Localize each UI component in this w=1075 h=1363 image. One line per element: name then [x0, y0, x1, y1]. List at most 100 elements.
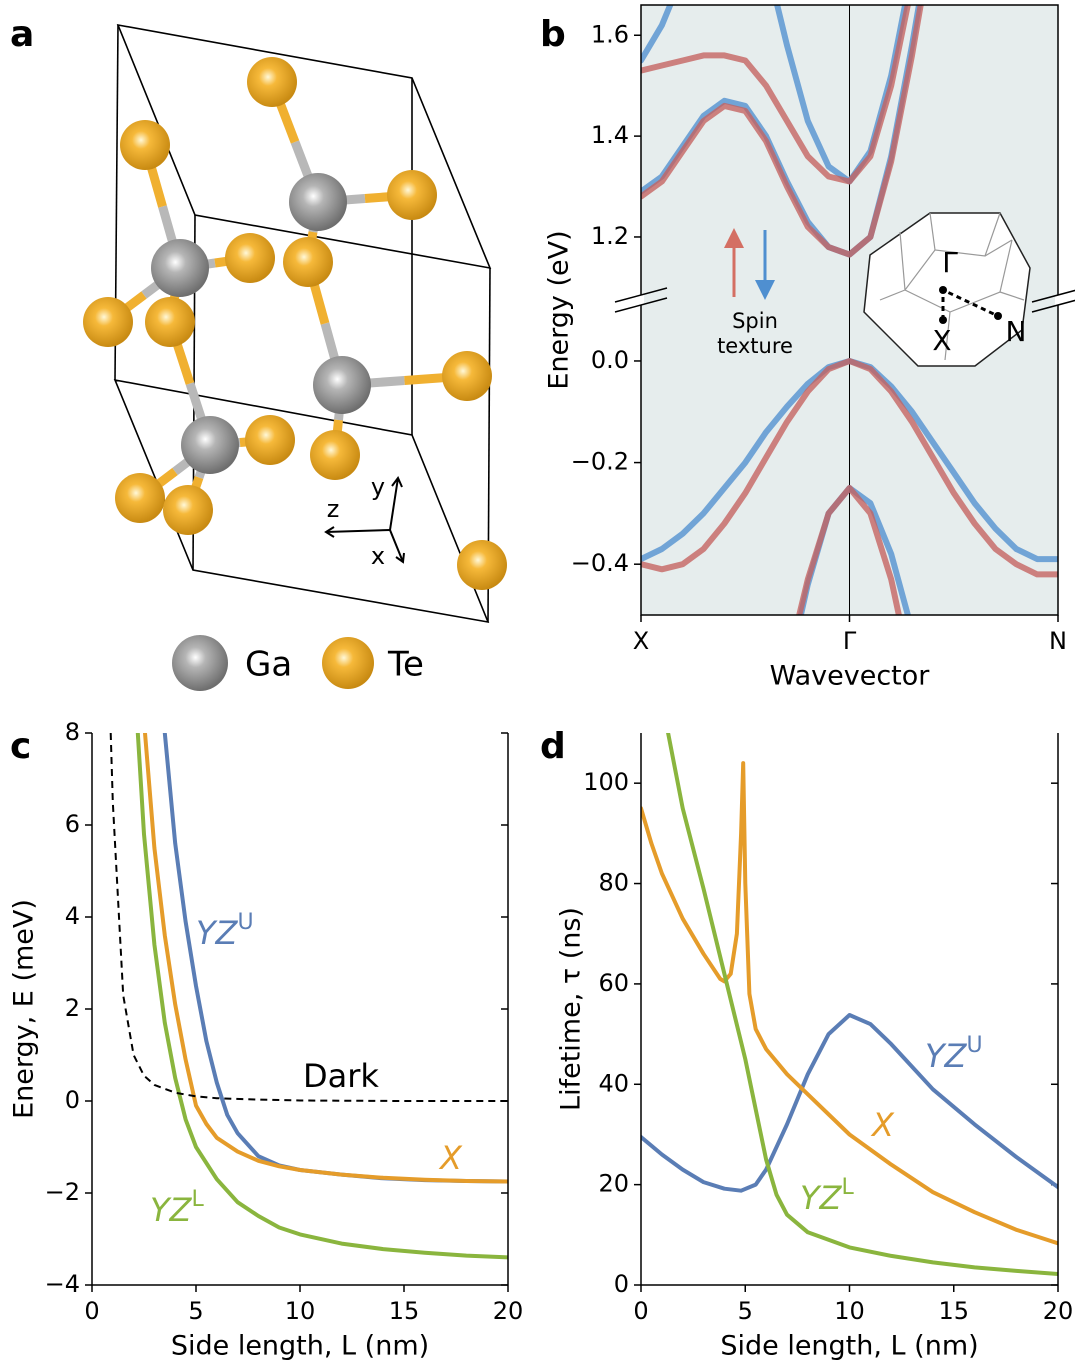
te-atom — [145, 297, 195, 347]
y-tick-label: 1.4 — [591, 121, 629, 149]
te-atom — [442, 351, 492, 401]
y-axis-label: Lifetime, τ (ns) — [556, 907, 587, 1111]
x-tick-label: 0 — [84, 1297, 99, 1325]
te-atom — [457, 540, 507, 590]
series-line — [165, 733, 508, 1182]
series-name: X — [438, 1139, 463, 1177]
ga-atom — [289, 173, 347, 231]
series-name: YZ — [150, 1191, 193, 1229]
legend-label: Ga — [245, 645, 292, 685]
y-tick-label: 60 — [598, 969, 629, 997]
te-atom — [115, 473, 165, 523]
te-atom — [245, 415, 295, 465]
series-label: YZU — [196, 910, 254, 952]
y-tick-label: 2 — [65, 994, 80, 1022]
chart-panel: d Side length, L (nm) Lifetime, τ (ns) 0 5 10… — [540, 726, 1073, 1362]
series-label: X — [438, 1139, 463, 1177]
x-tick-label: 15 — [938, 1297, 969, 1325]
series-label: YZL — [800, 1175, 854, 1217]
te-atom — [163, 485, 213, 535]
annotation: texture — [717, 334, 793, 358]
x-axis-label: Side length, L (nm) — [720, 1331, 978, 1362]
series-name-sup: U — [237, 910, 253, 935]
te-atom — [310, 430, 360, 480]
y-tick-label: −2 — [45, 1178, 80, 1206]
bz-point — [939, 316, 947, 324]
chart-panel: c Side length, L (nm) Energy, E (meV) 0 5 10 1… — [9, 718, 524, 1362]
legend-swatch — [322, 637, 374, 689]
y-tick-label: 8 — [65, 718, 80, 746]
x-tick-label: 0 — [633, 1297, 648, 1325]
bz-label: N — [1006, 315, 1027, 348]
y-tick-label: 0 — [65, 1086, 80, 1114]
bz-point — [994, 312, 1002, 320]
axis-label: x — [371, 542, 385, 570]
series-name-sup: U — [966, 1033, 982, 1058]
y-tick-label: 20 — [598, 1170, 629, 1198]
y-tick-label: 1.2 — [591, 222, 629, 250]
annotation: Spin — [732, 309, 778, 333]
x-tick-label: 5 — [738, 1297, 753, 1325]
y-tick-label: 1.6 — [591, 20, 629, 48]
series-label: YZL — [150, 1187, 204, 1229]
x-tick-label: 10 — [834, 1297, 865, 1325]
series-line — [145, 733, 508, 1182]
y-axis-label: Energy, E (meV) — [9, 899, 40, 1119]
legend-label: Te — [387, 645, 424, 685]
y-tick-label: 4 — [65, 902, 80, 930]
ga-atom — [313, 356, 371, 414]
series-name: YZ — [196, 914, 239, 952]
x-tick-label: X — [633, 627, 649, 655]
x-tick-label: 15 — [389, 1297, 420, 1325]
x-axis-label: Side length, L (nm) — [171, 1331, 429, 1362]
y-axis-label: Energy (eV) — [544, 230, 575, 389]
y-tick-label: −0.2 — [571, 448, 629, 476]
panel-label: d — [540, 726, 566, 767]
x-tick-label: 20 — [493, 1297, 524, 1325]
x-tick-label: 20 — [1043, 1297, 1074, 1325]
panel-label: a — [10, 14, 34, 55]
x-tick-label: 10 — [285, 1297, 316, 1325]
axis-label: y — [371, 473, 385, 501]
series-line — [641, 1015, 1058, 1191]
crystal-structure: a y z x Ga Te — [10, 14, 507, 691]
x-tick-label: 5 — [188, 1297, 203, 1325]
axis-label: z — [327, 495, 340, 523]
bz-point — [939, 286, 947, 294]
panel-label: c — [10, 726, 31, 767]
y-tick-label: −0.4 — [571, 549, 629, 577]
atoms — [83, 57, 507, 590]
legend-swatch — [172, 635, 228, 691]
te-atom — [225, 233, 275, 283]
y-tick-label: 80 — [598, 869, 629, 897]
figure: a y z x Ga Te b Wavevector Energy (eV) X Γ N −… — [0, 0, 1075, 1363]
bz-label: Γ — [942, 246, 958, 279]
te-atom — [283, 237, 333, 287]
y-tick-label: 0 — [614, 1270, 629, 1298]
x-tick-label: Γ — [843, 627, 857, 655]
series-label: X — [870, 1106, 895, 1144]
ga-atom — [181, 416, 239, 474]
series-name: Dark — [303, 1057, 379, 1095]
bz-label: X — [932, 324, 951, 357]
panel-label: b — [540, 14, 566, 55]
axis-break-gap — [1055, 295, 1061, 305]
y-tick-label: 6 — [65, 810, 80, 838]
te-atom — [120, 120, 170, 170]
y-tick-label: 0.0 — [591, 346, 629, 374]
te-atom — [247, 57, 297, 107]
x-axis-label: Wavevector — [770, 661, 931, 692]
y-tick-label: 40 — [598, 1069, 629, 1097]
series-name-sup: L — [191, 1187, 204, 1212]
series-name-sup: L — [841, 1175, 854, 1200]
chart-panel: b Wavevector Energy (eV) X Γ N −0.4 −0.2 0.0 1.2 1… — [540, 0, 1075, 727]
series-name: YZ — [800, 1179, 843, 1217]
series-name: YZ — [925, 1037, 968, 1075]
te-atom — [387, 170, 437, 220]
series-label: Dark — [303, 1057, 379, 1095]
x-tick-label: N — [1049, 627, 1067, 655]
series-name: X — [870, 1106, 895, 1144]
y-tick-label: 100 — [583, 768, 629, 796]
y-tick-label: −4 — [45, 1270, 80, 1298]
axis-break-gap — [638, 295, 644, 305]
